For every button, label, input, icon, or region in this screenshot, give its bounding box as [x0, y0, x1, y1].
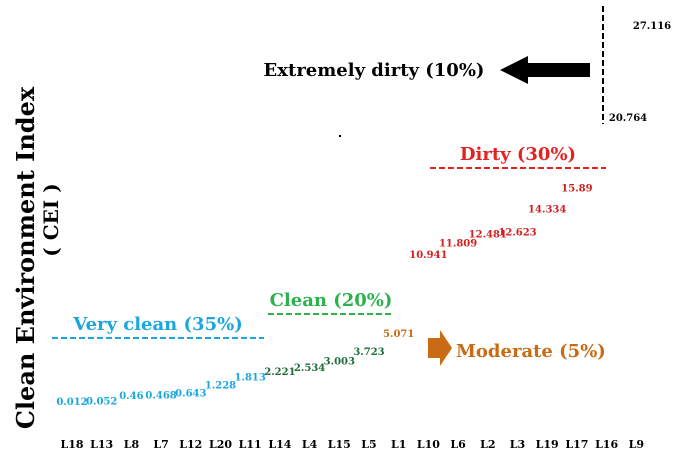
x-tick-label: L2	[480, 438, 495, 451]
group-clean: Clean (20%)	[268, 290, 394, 315]
data-value-label: 12.623	[498, 227, 536, 238]
group-label-dirty: Dirty (30%)	[460, 144, 576, 165]
data-value-label: 0.643	[175, 388, 206, 399]
x-tick-label: L15	[328, 438, 351, 451]
x-tick-label: L1	[391, 438, 406, 451]
data-value-label: 3.003	[324, 357, 355, 368]
data-value-label: 0.052	[86, 396, 117, 407]
y-axis-title: Clean Environment Index ( CEI )	[11, 86, 63, 429]
group-label-moderate: Moderate (5%)	[456, 341, 606, 362]
x-tick-label: L3	[510, 438, 525, 451]
x-tick-label: L10	[417, 438, 440, 451]
data-value-label: 2.221	[264, 367, 295, 378]
data-value-label: 0.46	[119, 391, 143, 402]
x-tick-label: L7	[153, 438, 168, 451]
x-tick-label: L8	[124, 438, 140, 451]
data-value-label: 12.481	[469, 229, 507, 240]
group-extremely-dirty: Extremely dirty (10%)	[264, 6, 604, 124]
x-tick-label: L12	[179, 438, 202, 451]
data-value-label: 14.334	[528, 204, 566, 215]
data-value-label: 3.723	[353, 347, 384, 358]
x-tick-label: L17	[565, 438, 588, 451]
data-value-label: 11.809	[439, 238, 477, 249]
x-axis-ticks: L18 L13 L8 L7 L12 L20 L11 L14 L4 L15 L5 L1 L10 L6 L2 L3…	[60, 438, 644, 451]
data-value-label: 20.764	[609, 113, 647, 124]
x-tick-label: L11	[239, 438, 262, 451]
extremely-dirty-arrow-icon	[500, 56, 590, 84]
data-value-label: 1.813	[235, 373, 266, 384]
group-moderate: Moderate (5%)	[428, 330, 606, 366]
data-value-label: 0.012	[56, 397, 87, 408]
group-label-clean: Clean (20%)	[270, 290, 393, 311]
x-tick-label: L14	[268, 438, 291, 451]
group-label-very-clean: Very clean (35%)	[72, 314, 242, 335]
y-axis-sublabel: ( CEI )	[39, 183, 63, 256]
data-value-label: 27.116	[633, 21, 671, 32]
x-tick-label: L20	[209, 438, 232, 451]
data-value-label: 15.89	[561, 183, 592, 194]
data-value-label: 5.071	[383, 329, 414, 340]
y-axis-label: Clean Environment Index	[11, 86, 40, 429]
x-tick-label: L5	[361, 438, 376, 451]
x-tick-label: L16	[595, 438, 618, 451]
group-label-extremely-dirty: Extremely dirty (10%)	[264, 60, 485, 81]
data-value-label: 0.468	[145, 391, 176, 402]
x-tick-label: L9	[629, 438, 644, 451]
group-dirty: Dirty (30%)	[430, 144, 606, 169]
data-value-label: 2.534	[294, 363, 325, 374]
x-tick-label: L18	[60, 438, 83, 451]
data-value-label: 1.228	[205, 380, 236, 391]
data-value-label: 10.941	[409, 250, 447, 261]
x-tick-label: L13	[90, 438, 113, 451]
x-tick-label: L6	[450, 438, 466, 451]
group-very-clean: Very clean (35%)	[52, 314, 264, 339]
x-tick-label: L19	[536, 438, 559, 451]
x-tick-label: L4	[302, 438, 318, 451]
moderate-arrow-icon	[428, 330, 452, 366]
stray-mark	[339, 135, 341, 137]
